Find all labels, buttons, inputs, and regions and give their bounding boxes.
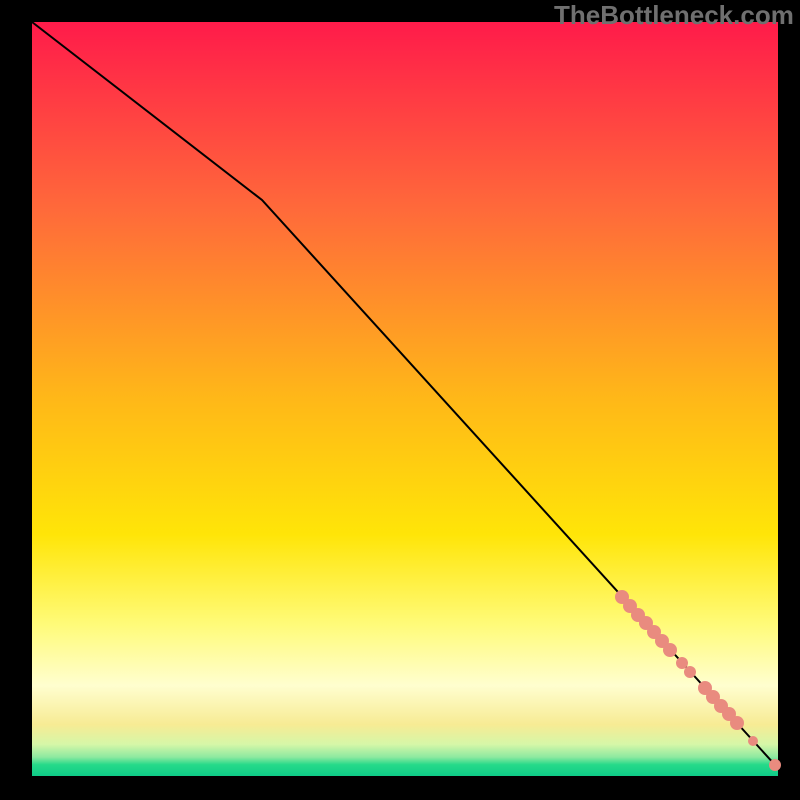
chart-marker	[730, 716, 744, 730]
chart-plot-area	[32, 22, 778, 776]
chart-marker	[748, 736, 758, 746]
chart-marker	[663, 643, 677, 657]
chart-marker	[684, 666, 696, 678]
watermark-text: TheBottleneck.com	[554, 0, 794, 31]
chart-marker	[769, 759, 781, 771]
